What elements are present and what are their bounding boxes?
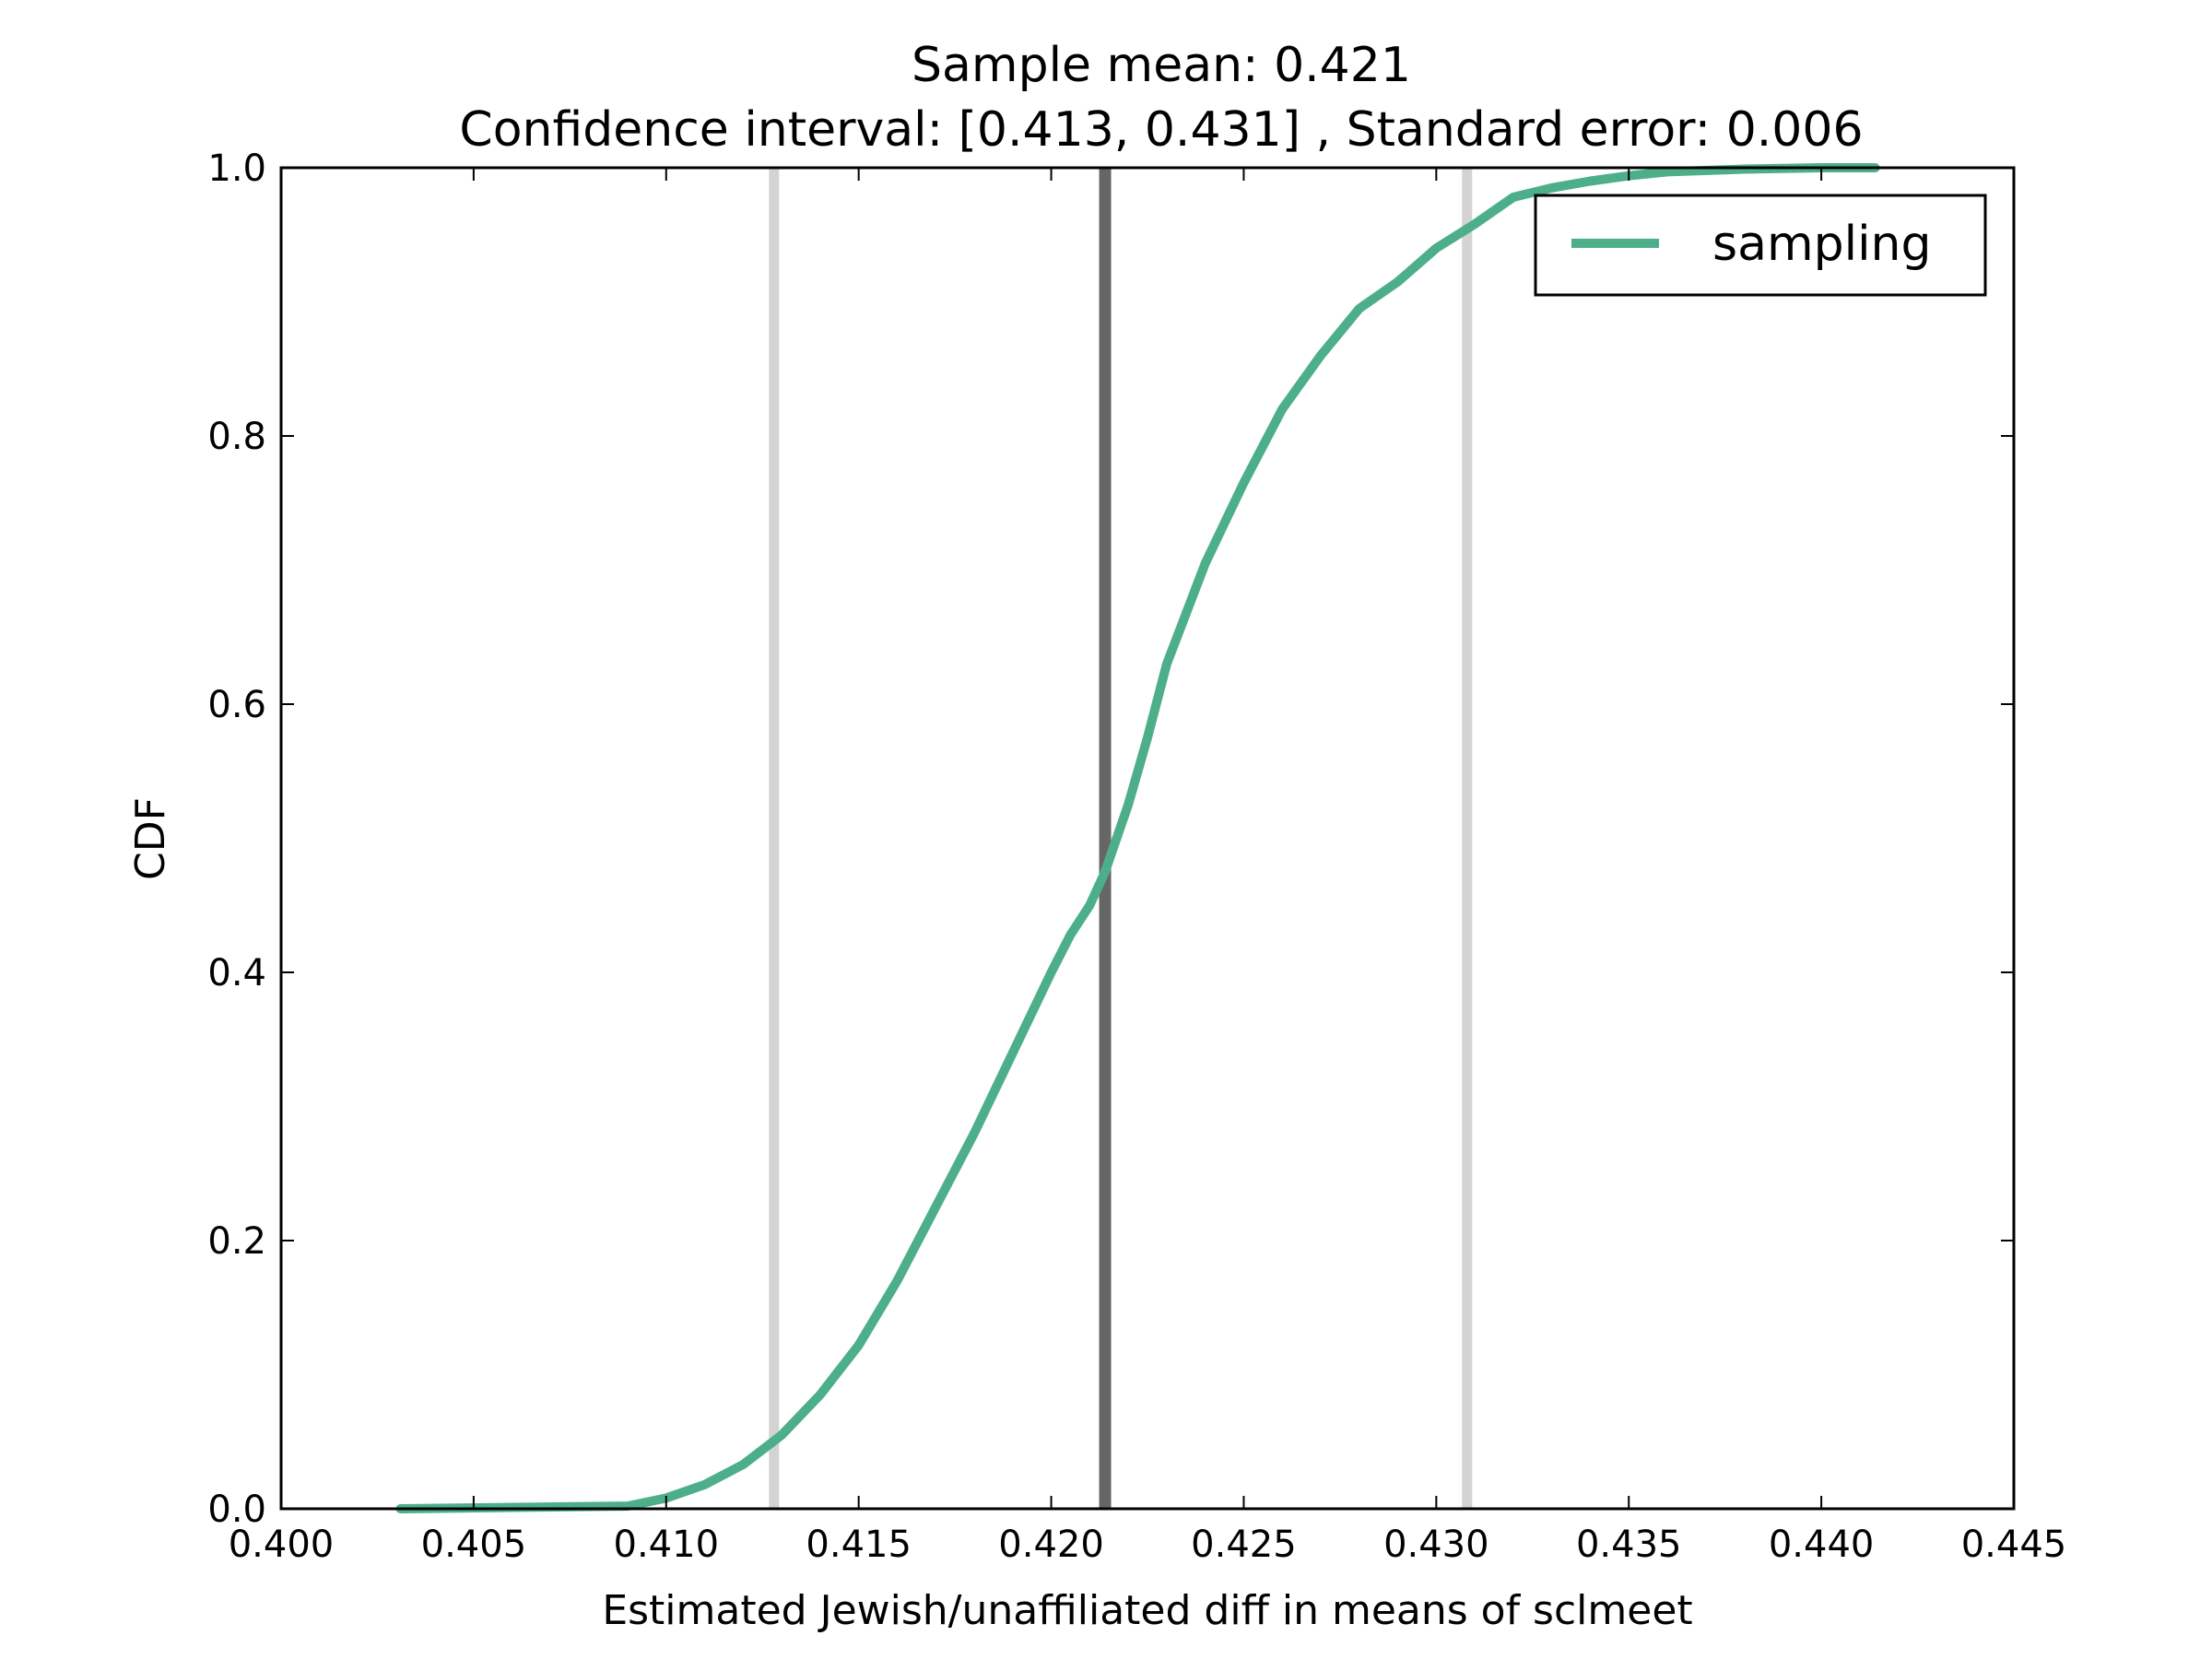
data-point — [971, 1129, 978, 1137]
data-point — [1394, 277, 1402, 286]
data-point — [1278, 405, 1287, 413]
data-point — [1066, 931, 1075, 939]
series-layer — [395, 163, 1880, 1513]
data-point — [1008, 1049, 1017, 1057]
data-point — [1124, 801, 1133, 809]
x-axis-label: Estimated Jewish/unaffiliated diff in me… — [602, 1587, 1692, 1634]
data-point — [1201, 559, 1209, 568]
x-tick-label: 0.420 — [998, 1524, 1104, 1566]
data-point — [1101, 867, 1109, 876]
y-axis: 0.0 0.2 0.4 0.6 0.8 1.0 — [207, 147, 2014, 1531]
data-point — [893, 1277, 901, 1285]
data-point — [854, 1341, 863, 1349]
x-tick-label: 0.440 — [1769, 1524, 1875, 1566]
plot-frame — [279, 166, 2016, 1511]
data-point — [1162, 660, 1171, 668]
data-point — [1144, 734, 1151, 742]
data-point — [1355, 304, 1363, 312]
data-point — [1240, 478, 1248, 487]
y-tick-label: 1.0 — [207, 147, 266, 190]
plot-background — [281, 168, 2014, 1509]
data-point — [1047, 969, 1055, 976]
data-point — [778, 1431, 786, 1439]
y-tick-label: 0.4 — [207, 952, 266, 994]
x-axis: 0.400 0.405 0.410 0.415 0.420 0.425 0.430 0.435… — [229, 168, 2067, 1566]
chart-title: Sample mean: 0.421 — [912, 38, 1411, 93]
legend: sampling — [1534, 194, 1987, 297]
data-point — [1471, 220, 1479, 229]
data-point — [1086, 901, 1094, 910]
y-tick-label: 0.8 — [207, 416, 266, 458]
y-axis-label: CDF — [127, 797, 174, 880]
y-tick-label: 0.6 — [207, 684, 266, 726]
data-point — [1432, 244, 1441, 253]
x-tick-label: 0.400 — [229, 1524, 335, 1566]
x-tick-label: 0.445 — [1961, 1524, 2067, 1566]
x-tick-label: 0.415 — [806, 1524, 912, 1566]
data-point — [700, 1480, 709, 1488]
data-point — [816, 1391, 824, 1399]
x-tick-label: 0.430 — [1383, 1524, 1489, 1566]
y-tick-label: 0.2 — [207, 1220, 266, 1263]
x-tick-label: 0.435 — [1576, 1524, 1682, 1566]
data-point — [1664, 168, 1671, 176]
data-point — [932, 1203, 940, 1211]
data-point — [1317, 351, 1324, 359]
y-tick-label: 0.0 — [207, 1488, 266, 1531]
reference-lines — [769, 168, 1473, 1509]
data-point — [1547, 183, 1556, 192]
x-tick-label: 0.425 — [1191, 1524, 1297, 1566]
x-tick-label: 0.410 — [614, 1524, 720, 1566]
legend-label: sampling — [1712, 217, 1931, 272]
data-point — [1509, 194, 1517, 201]
chart-subtitle: Confidence interval: [0.413, 0.431] , St… — [459, 102, 1863, 158]
x-tick-label: 0.405 — [421, 1524, 527, 1566]
data-point — [739, 1461, 747, 1468]
data-point — [1586, 177, 1594, 185]
